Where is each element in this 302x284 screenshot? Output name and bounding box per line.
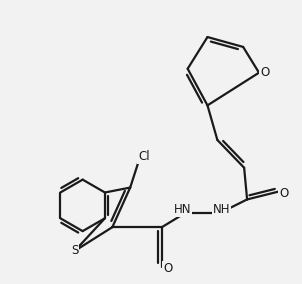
- Text: NH: NH: [213, 203, 230, 216]
- Text: O: O: [279, 187, 288, 200]
- Text: S: S: [71, 245, 79, 257]
- Text: Cl: Cl: [138, 150, 150, 163]
- Text: O: O: [163, 262, 172, 275]
- Text: O: O: [260, 66, 270, 79]
- Text: HN: HN: [174, 203, 191, 216]
